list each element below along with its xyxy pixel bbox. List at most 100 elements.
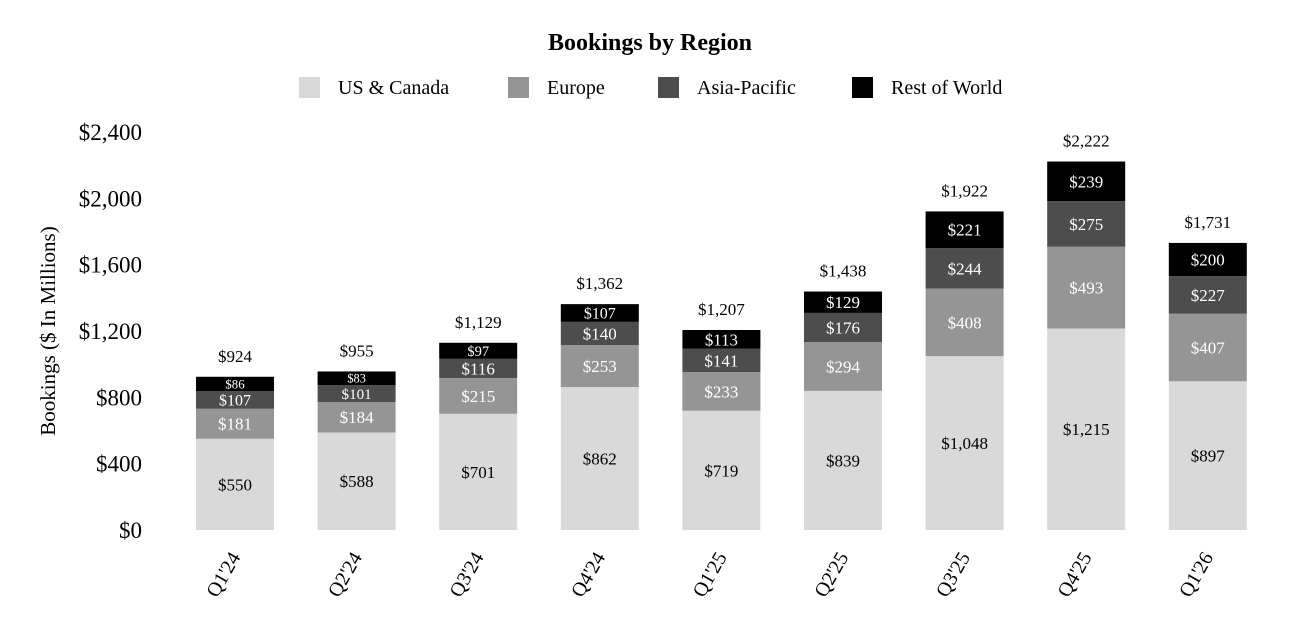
bar-value-label: $200 (1191, 250, 1225, 269)
bar-value-label: $129 (826, 293, 860, 312)
bar-value-label: $107 (219, 392, 251, 409)
bar-value-label: $107 (584, 306, 616, 323)
legend-swatch (852, 77, 873, 98)
bar-value-label: $588 (340, 472, 374, 491)
chart-title: Bookings by Region (548, 30, 752, 56)
bar-segment (439, 378, 518, 414)
legend: US & Canada Europe Asia-Pacific Rest of Wor… (299, 77, 1002, 99)
y-tick-label: $0 (119, 518, 142, 543)
legend-label: Asia-Pacific (697, 77, 796, 99)
bar-value-label: $233 (704, 382, 738, 401)
bar-total-label: $1,922 (941, 181, 988, 200)
bar-value-label: $86 (225, 377, 245, 391)
bar-segment (925, 288, 1004, 357)
y-axis-label: Bookings ($ In Millions) (36, 226, 60, 435)
bar-segment (682, 372, 761, 411)
bar-total-label: $1,731 (1184, 213, 1231, 232)
x-tick-label: Q1'26 (1175, 549, 1218, 602)
x-axis-ticks: Q1'24 Q2'24 Q3'24 Q4'24 Q1'25 Q2'25 Q3'25 Q4'25… (202, 549, 1218, 602)
bar-value-label: $116 (462, 359, 495, 378)
x-tick-label: Q1'25 (689, 549, 732, 602)
bar-segment (317, 371, 396, 386)
bar-segment (317, 432, 396, 530)
bar-total-label: $1,362 (576, 274, 623, 293)
bar-segment (1168, 276, 1247, 314)
legend-label: US & Canada (338, 77, 449, 99)
bar-segment (925, 356, 1004, 530)
bar-segment (439, 413, 518, 530)
x-tick-label: Q3'25 (932, 549, 975, 602)
bar-value-label: $408 (948, 313, 982, 332)
bar-segment (196, 408, 274, 439)
bar-segment (439, 342, 518, 359)
bar-total-label: $955 (340, 342, 374, 361)
bar-total-label: $1,129 (455, 313, 502, 332)
y-tick-label: $2,400 (79, 120, 142, 145)
bar-segment (1047, 328, 1126, 530)
bar-value-label: $701 (461, 463, 495, 482)
bar-segment (682, 410, 761, 530)
bar-value-label: $253 (583, 357, 617, 376)
bar-segment (1047, 201, 1126, 247)
y-tick-label: $400 (96, 452, 142, 477)
bar-value-label: $83 (347, 372, 366, 386)
bar-segment (560, 345, 639, 388)
y-tick-label: $2,000 (79, 186, 142, 211)
bar-total-label: $1,207 (698, 300, 745, 319)
bar-value-label: $275 (1069, 215, 1103, 234)
bar-value-label: $839 (826, 451, 860, 470)
legend-label: Europe (547, 77, 605, 99)
x-tick-label: Q2'24 (324, 549, 367, 602)
legend-label: Rest of World (891, 77, 1002, 99)
y-axis-ticks: $0 $400 $800 $1,200 $1,600 $2,000 $2,400 (79, 120, 142, 543)
bar-segment (1168, 313, 1247, 382)
bars: $550$181$107$86$924$588$184$101$83$955$7… (196, 132, 1247, 530)
bar-value-label: $244 (948, 259, 983, 278)
x-tick-label: Q3'24 (445, 549, 488, 602)
bar-segment (196, 391, 274, 409)
bar-segment (804, 390, 882, 530)
bar-segment (439, 358, 518, 379)
bar-value-label: $184 (340, 408, 375, 427)
bar-segment (804, 312, 882, 343)
bar-value-label: $1,048 (941, 434, 988, 453)
bar-value-label: $141 (704, 351, 738, 370)
x-tick-label: Q4'25 (1053, 549, 1096, 602)
legend-swatch (508, 77, 529, 98)
legend-swatch (299, 77, 320, 98)
y-tick-label: $1,600 (79, 253, 142, 278)
bar-segment (1168, 242, 1247, 277)
bar-value-label: $239 (1069, 172, 1103, 191)
bar-segment (560, 321, 639, 346)
bar-total-label: $1,438 (820, 262, 867, 281)
bar-value-label: $550 (218, 475, 252, 494)
bar-total-label: $2,222 (1063, 132, 1110, 151)
bar-value-label: $227 (1191, 286, 1226, 305)
bar-value-label: $176 (826, 318, 860, 337)
bar-value-label: $215 (461, 387, 495, 406)
bar-value-label: $407 (1191, 338, 1226, 357)
y-tick-label: $1,200 (79, 319, 142, 344)
bar-segment (682, 330, 761, 349)
bar-segment (1168, 381, 1247, 530)
bar-segment (1047, 246, 1126, 329)
bar-segment (682, 348, 761, 373)
bar-total-label: $924 (218, 347, 253, 366)
y-tick-label: $800 (96, 385, 142, 410)
bar-value-label: $97 (467, 344, 489, 360)
x-tick-label: Q2'25 (810, 549, 853, 602)
bar-value-label: $140 (583, 324, 617, 343)
x-tick-label: Q1'24 (202, 549, 245, 602)
bar-value-label: $221 (948, 221, 982, 240)
bar-value-label: $101 (342, 387, 372, 403)
bar-segment (560, 304, 639, 322)
bar-segment (317, 385, 396, 402)
bar-value-label: $862 (583, 449, 617, 468)
bar-segment (925, 248, 1004, 289)
bar-value-label: $897 (1191, 447, 1226, 466)
bar-segment (804, 291, 882, 313)
bar-segment (560, 387, 639, 530)
bar-segment (196, 438, 274, 530)
bar-value-label: $181 (218, 415, 252, 434)
